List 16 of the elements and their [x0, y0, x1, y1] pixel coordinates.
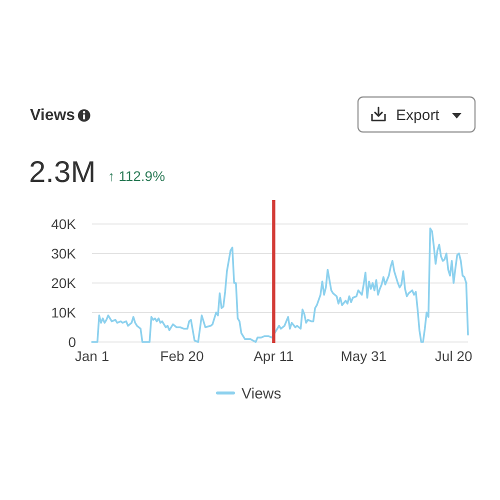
text: ↑ 112.9% [108, 168, 166, 184]
x-tick-label: Jul 20 [434, 348, 472, 364]
y-tick-label: 0 [68, 334, 76, 350]
chart-title: Views [30, 107, 76, 124]
x-tick-label: Apr 11 [254, 348, 294, 364]
y-tick-label: 30K [51, 245, 77, 262]
x-tick-label: Feb 20 [160, 348, 204, 364]
x-tick-label: May 31 [340, 348, 387, 364]
y-tick-label: 20K [51, 274, 77, 291]
x-tick-label: Jan 1 [74, 348, 110, 364]
y-tick-label: 40K [51, 216, 77, 232]
y-tick-label: 10K [51, 304, 77, 320]
text: Export [396, 107, 440, 124]
line-series [91, 228, 469, 343]
legend-label: Views [242, 385, 282, 402]
chart-subtitle: 2.3M [29, 156, 96, 189]
